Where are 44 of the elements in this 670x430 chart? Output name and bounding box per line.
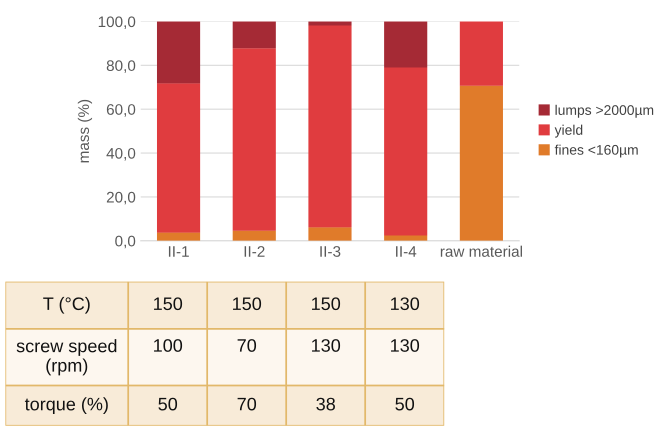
y-tick-label: 60,0: [106, 104, 136, 117]
category-label: T (°C): [43, 296, 90, 314]
bar: [156, 83, 200, 233]
y-tick-label: 40,0: [106, 148, 136, 161]
bar: [384, 68, 428, 236]
text: 50: [395, 398, 414, 410]
y-tick-label: 100,0: [98, 16, 136, 29]
legend-label: yield: [554, 124, 582, 138]
bar: [308, 227, 352, 241]
y-tick-label: 0,0: [115, 236, 136, 248]
bar: [232, 22, 276, 48]
x-tick-label: II-2: [244, 246, 265, 257]
text: 70: [238, 339, 256, 352]
bar: [156, 22, 200, 84]
bar: [384, 22, 428, 68]
category-label: torque (%): [24, 397, 108, 414]
bar: [384, 236, 428, 241]
bar: [156, 232, 200, 241]
bar: [460, 22, 503, 86]
text: 150: [154, 297, 182, 310]
y-tick-label: 80,0: [106, 60, 136, 73]
text: 100: [154, 339, 182, 352]
bar: [232, 48, 276, 231]
text: 150: [233, 297, 262, 310]
x-tick-label: II-3: [320, 246, 340, 257]
bar: [308, 22, 352, 26]
bar: [232, 230, 276, 241]
text: 130: [312, 339, 340, 352]
x-tick-label: II-4: [396, 246, 416, 257]
text: 38: [316, 398, 335, 410]
text: 70: [238, 398, 256, 410]
y-axis-title: mass (%): [78, 100, 92, 162]
x-tick-label: II-1: [168, 246, 189, 257]
bar: [308, 25, 352, 228]
legend-label: fines <160µm: [554, 144, 638, 158]
y-tick-label: 20,0: [106, 192, 136, 204]
bar: [460, 86, 503, 241]
text: 130: [391, 297, 420, 310]
text: 50: [158, 398, 178, 410]
text: 130: [391, 339, 420, 352]
text: 150: [312, 297, 340, 310]
legend-label: lumps >2000µm: [556, 104, 654, 118]
x-tick-label: raw material: [440, 246, 522, 257]
category-label: screw speed (rpm): [16, 339, 116, 376]
